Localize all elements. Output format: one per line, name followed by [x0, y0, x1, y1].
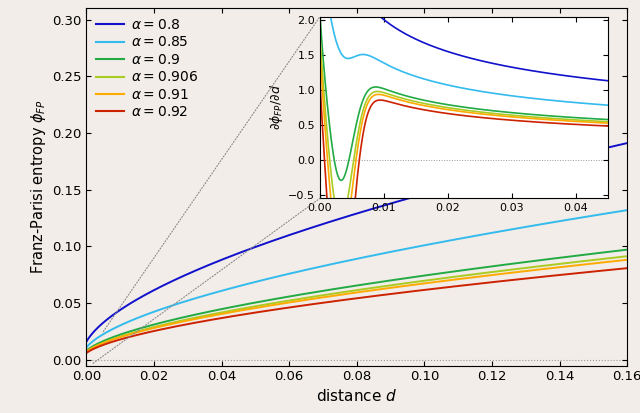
- Y-axis label: $\partial \phi_{FP}/\partial d$: $\partial \phi_{FP}/\partial d$: [268, 84, 285, 131]
- X-axis label: distance $d$: distance $d$: [316, 387, 397, 404]
- Legend: $\alpha = 0.8$, $\alpha = 0.85$, $\alpha = 0.9$, $\alpha = 0.906$, $\alpha = 0.9: $\alpha = 0.8$, $\alpha = 0.85$, $\alpha…: [93, 15, 200, 122]
- Y-axis label: Franz-Parisi entropy $\phi_{FP}$: Franz-Parisi entropy $\phi_{FP}$: [29, 100, 48, 274]
